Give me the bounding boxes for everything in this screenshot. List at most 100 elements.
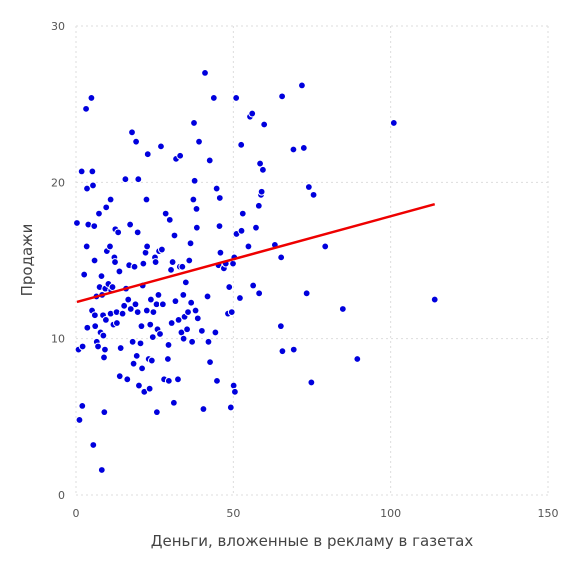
- data-point: [191, 306, 200, 315]
- data-point: [304, 183, 313, 191]
- data-point: [309, 190, 318, 199]
- data-point: [113, 319, 121, 327]
- data-point: [231, 387, 239, 396]
- trend-line-layer: [76, 203, 436, 304]
- data-point: [216, 248, 225, 257]
- data-point: [114, 228, 123, 237]
- data-point: [389, 119, 398, 127]
- data-point: [237, 140, 246, 149]
- data-point: [90, 222, 99, 231]
- x-tick-label: 100: [380, 507, 401, 520]
- data-point: [277, 253, 286, 262]
- data-point: [206, 358, 214, 367]
- data-point: [252, 223, 260, 232]
- data-point: [185, 256, 194, 265]
- data-point: [215, 194, 224, 202]
- data-point: [116, 344, 125, 352]
- x-tick-label: 0: [73, 507, 80, 520]
- data-point: [184, 308, 192, 316]
- data-point: [83, 323, 92, 332]
- data-point: [161, 209, 170, 218]
- data-point: [143, 150, 152, 159]
- data-point: [212, 184, 221, 193]
- data-point: [88, 167, 97, 176]
- data-point: [75, 416, 84, 424]
- data-point: [158, 245, 166, 254]
- data-point: [106, 242, 114, 251]
- grid-layer: [75, 25, 549, 496]
- data-point: [83, 184, 91, 193]
- y-tick-label: 30: [51, 20, 65, 33]
- data-point: [178, 262, 187, 271]
- data-point: [126, 220, 135, 229]
- data-points: [73, 69, 439, 474]
- data-point: [276, 322, 285, 331]
- data-point: [89, 441, 98, 449]
- data-point: [132, 351, 141, 360]
- data-point: [90, 256, 99, 265]
- data-point: [164, 341, 173, 349]
- data-point: [100, 353, 108, 362]
- data-point: [256, 159, 264, 168]
- data-point: [121, 175, 130, 184]
- data-point: [289, 145, 298, 154]
- data-point: [143, 242, 152, 251]
- data-point: [78, 401, 87, 410]
- data-point: [157, 142, 165, 151]
- data-point: [249, 281, 258, 290]
- data-point: [179, 334, 188, 343]
- data-point: [167, 265, 175, 274]
- data-point: [89, 181, 97, 190]
- data-point: [100, 408, 109, 417]
- data-point: [145, 384, 154, 393]
- data-point: [211, 328, 220, 337]
- data-point: [90, 311, 99, 320]
- data-point: [259, 165, 267, 174]
- data-point: [236, 294, 244, 302]
- data-point: [142, 306, 151, 315]
- x-tick-label: 150: [538, 507, 559, 520]
- y-tick-label: 0: [58, 489, 65, 502]
- data-point: [321, 242, 330, 251]
- data-point: [149, 308, 158, 316]
- data-point: [260, 120, 269, 129]
- data-point: [192, 223, 201, 232]
- data-point: [152, 408, 161, 417]
- data-point: [82, 242, 91, 251]
- data-point: [94, 342, 102, 351]
- data-point: [430, 295, 439, 304]
- data-point: [188, 337, 197, 346]
- data-point: [174, 375, 182, 384]
- data-point: [176, 151, 185, 160]
- data-point: [142, 195, 151, 204]
- data-point: [132, 137, 141, 146]
- data-point: [130, 262, 139, 271]
- data-point: [254, 201, 263, 210]
- data-point: [199, 405, 208, 413]
- data-point: [77, 167, 86, 176]
- data-point: [225, 283, 234, 291]
- data-point: [307, 378, 316, 387]
- y-tick-label: 20: [51, 176, 65, 189]
- data-point: [139, 259, 148, 268]
- data-point: [338, 305, 347, 313]
- data-point: [229, 381, 238, 390]
- data-point: [189, 195, 198, 204]
- data-point: [152, 300, 161, 309]
- data-point: [237, 226, 246, 235]
- data-point: [99, 331, 108, 340]
- data-point: [183, 325, 191, 334]
- data-point: [95, 209, 103, 218]
- x-axis-title: Деньги, вложенные в рекламу в газетах: [151, 532, 474, 550]
- data-point: [120, 301, 129, 310]
- data-point: [169, 398, 178, 407]
- data-point: [146, 320, 155, 329]
- data-point: [289, 345, 298, 354]
- data-point: [115, 267, 124, 276]
- data-point: [302, 289, 311, 298]
- data-point: [154, 290, 163, 299]
- data-point: [244, 242, 253, 251]
- data-point: [156, 330, 164, 338]
- data-point: [238, 209, 247, 218]
- data-point: [115, 372, 124, 381]
